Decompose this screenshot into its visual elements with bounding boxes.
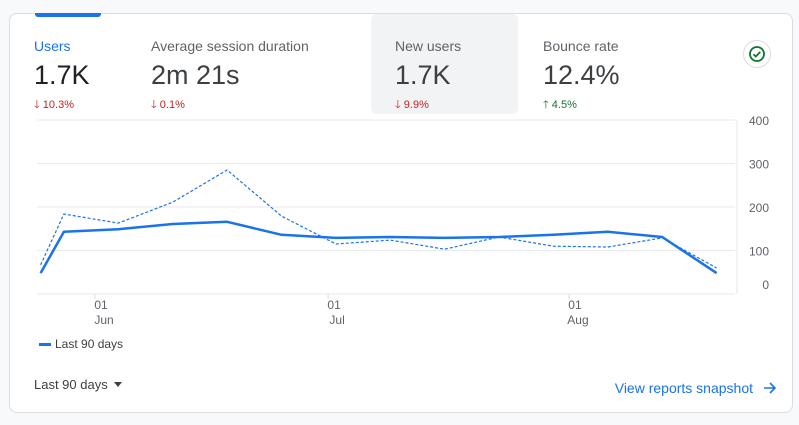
view-reports-snapshot-link[interactable]: View reports snapshot — [615, 380, 777, 396]
metric-delta: 🡓 10.3% — [34, 96, 74, 115]
metric-delta: 🡓 0.1% — [151, 96, 185, 115]
metric-value: 1.7K — [395, 60, 451, 90]
y-tick-label: 0 — [762, 278, 769, 292]
metric-label: Users — [34, 38, 71, 54]
metric-value: 12.4% — [543, 60, 620, 90]
snapshot-label: View reports snapshot — [614, 380, 753, 396]
delta-value: 9.9% — [403, 99, 429, 111]
y-tick-label: 200 — [749, 201, 769, 215]
arrow-down-icon: 🡓 — [151, 99, 157, 111]
delta-value: 10.3% — [42, 99, 74, 111]
metric-users[interactable]: Users 1.7K 🡓 10.3% — [34, 14, 134, 114]
arrow-down-icon: 🡓 — [34, 99, 40, 111]
x-tick-day: 01 — [568, 298, 582, 312]
date-range-label: Last 90 days — [34, 377, 108, 392]
metric-label: New users — [395, 38, 462, 54]
selected-tab-indicator — [35, 13, 101, 17]
series-line-last-90-days — [39, 220, 718, 275]
caret-down-icon — [113, 382, 122, 387]
delta-value: 4.5% — [551, 99, 577, 111]
metric-value: 1.7K — [34, 60, 90, 90]
check-circle-icon[interactable] — [743, 40, 771, 68]
legend-swatch — [39, 342, 51, 346]
metric-new-users[interactable]: New users 1.7K 🡓 9.9% — [371, 14, 518, 114]
arrow-up-icon: 🡑 — [543, 99, 549, 111]
delta-value: 0.1% — [159, 99, 185, 111]
metric-avg-session-duration[interactable]: Average session duration 2m 21s 🡓 0.1% — [151, 14, 351, 114]
legend-label: Last 90 days — [55, 337, 124, 351]
metric-value: 2m 21s — [151, 60, 240, 90]
metric-delta: 🡑 4.5% — [543, 96, 577, 115]
y-tick-label: 100 — [749, 245, 769, 259]
x-tick-day: 01 — [327, 298, 341, 312]
y-tick-label: 300 — [749, 158, 769, 172]
x-tick-day: 01 — [94, 298, 108, 312]
x-tick-month: Jul — [329, 313, 344, 327]
comparison-series-line — [40, 169, 717, 269]
metric-delta: 🡓 9.9% — [395, 96, 429, 115]
x-tick-month: Aug — [567, 313, 588, 327]
metric-label: Average session duration — [151, 38, 309, 54]
arrow-right-icon — [764, 382, 777, 394]
metric-label: Bounce rate — [543, 38, 619, 54]
arrow-down-icon: 🡓 — [395, 99, 401, 111]
metric-bounce-rate[interactable]: Bounce rate 12.4% 🡑 4.5% — [543, 14, 693, 114]
chart-legend: Last 90 days — [39, 337, 123, 351]
x-tick-month: Jun — [94, 313, 113, 327]
y-tick-label: 400 — [749, 114, 769, 128]
date-range-dropdown[interactable]: Last 90 days — [34, 377, 122, 392]
